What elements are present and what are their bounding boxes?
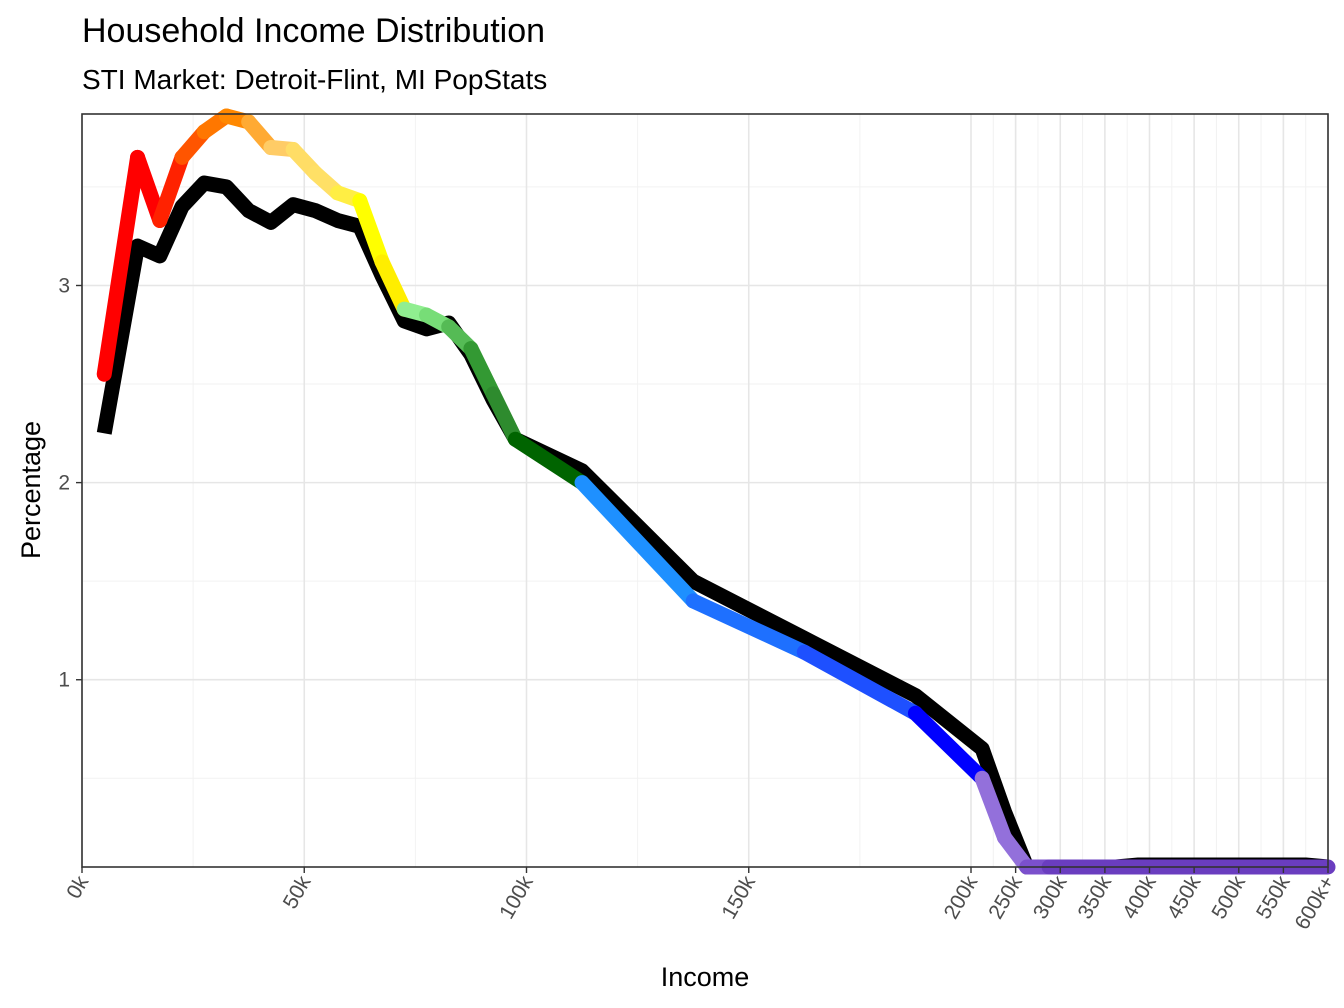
y-tick-label: 1 <box>58 669 70 692</box>
market-series-segment <box>374 254 412 317</box>
market-series-segment <box>796 644 923 721</box>
market-series-segment <box>974 770 1012 845</box>
x-axis-title: Income <box>661 962 750 992</box>
market-series-segment <box>485 386 523 447</box>
x-tick-label: 150k <box>717 872 760 923</box>
x-tick-label: 300k <box>1029 872 1072 923</box>
market-series-segment <box>152 149 190 228</box>
y-tick-label: 2 <box>58 472 70 495</box>
chart-subtitle: STI Market: Detroit-Flint, MI PopStats <box>82 64 548 95</box>
market-series-segment <box>96 149 146 382</box>
x-tick-label: 50k <box>279 872 316 913</box>
market-series-segment <box>352 193 390 270</box>
x-tick-label: 400k <box>1118 872 1161 923</box>
x-tick-label: 100k <box>495 872 538 923</box>
market-series-segment <box>685 593 812 660</box>
x-tick-label: 350k <box>1074 872 1117 923</box>
y-axis-title: Percentage <box>16 421 46 559</box>
x-tick-label: 500k <box>1207 872 1250 923</box>
x-tick-label: 200k <box>940 872 983 923</box>
market-series-segment <box>463 341 501 402</box>
x-tick-label: 250k <box>984 872 1027 923</box>
y-tick-label: 3 <box>58 274 70 297</box>
x-tick-label: 600k+ <box>1291 872 1340 934</box>
chart-title: Household Income Distribution <box>82 12 546 50</box>
plot-panel-border <box>81 113 1329 868</box>
market-series-segment <box>507 431 590 491</box>
x-tick-label: 450k <box>1163 872 1206 923</box>
x-tick-label: 550k <box>1252 872 1295 923</box>
x-tick-label: 0k <box>62 872 93 903</box>
market-series-segment <box>907 705 990 786</box>
series-lines <box>96 108 1336 875</box>
market-series-segment <box>574 475 701 609</box>
